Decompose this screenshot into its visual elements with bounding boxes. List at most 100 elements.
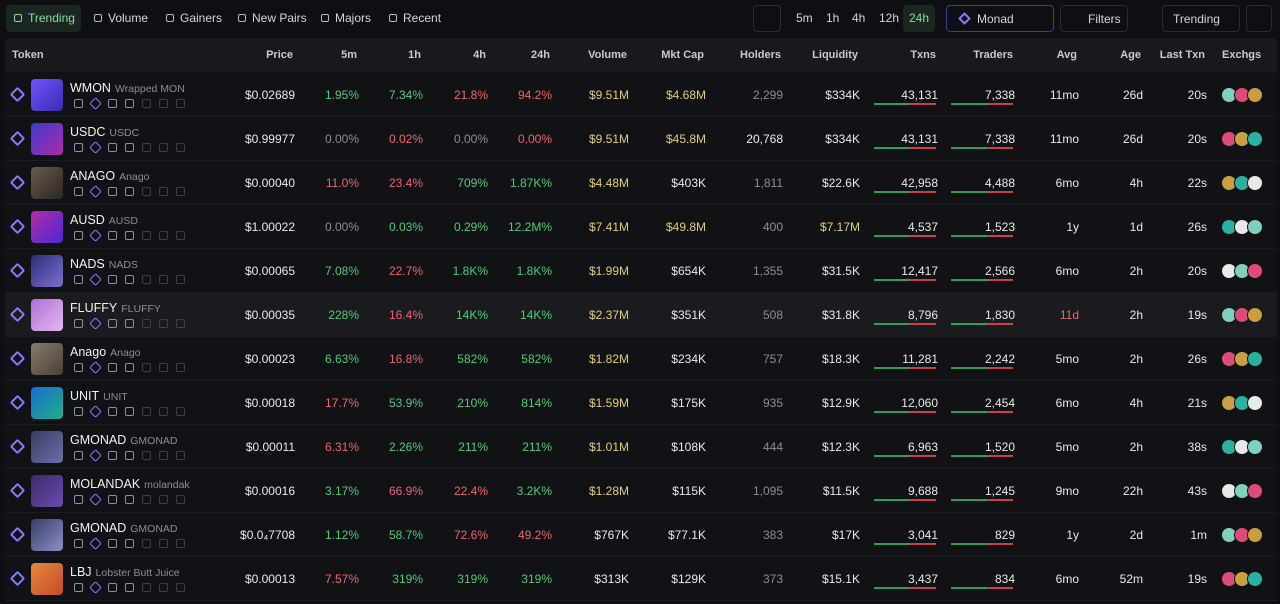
token-link[interactable] <box>108 99 117 108</box>
token-link[interactable] <box>125 275 134 284</box>
timeframe[interactable]: 5m <box>796 11 813 25</box>
token-link[interactable] <box>176 99 185 108</box>
table-row[interactable]: LBJ Lobster Butt Juice $0.00013 7.57% 319% 31… <box>5 557 1277 601</box>
tab[interactable]: New Pairs <box>252 11 307 25</box>
token-link[interactable] <box>108 583 117 592</box>
token-link[interactable] <box>125 495 134 504</box>
token-link[interactable] <box>89 97 102 110</box>
token-link[interactable] <box>176 539 185 548</box>
token-link[interactable] <box>74 319 83 328</box>
token-link[interactable] <box>142 451 151 460</box>
token-link[interactable] <box>74 99 83 108</box>
refresh-button[interactable] <box>753 5 781 32</box>
token-link[interactable] <box>142 99 151 108</box>
token-link[interactable] <box>176 407 185 416</box>
token-link[interactable] <box>108 451 117 460</box>
table-row[interactable]: USDC USDC $0.99977 0.00% 0.02% 0.00% 0.00% $9.5… <box>5 117 1277 161</box>
token-link[interactable] <box>142 143 151 152</box>
token-link[interactable] <box>176 187 185 196</box>
token-link[interactable] <box>108 143 117 152</box>
token-link[interactable] <box>159 143 168 152</box>
token-link[interactable] <box>89 185 102 198</box>
token-link[interactable] <box>159 99 168 108</box>
token-link[interactable] <box>125 99 134 108</box>
token-link[interactable] <box>89 449 102 462</box>
table-row[interactable]: UNIT UNIT $0.00018 17.7% 53.9% 210% 814% $1.59M… <box>5 381 1277 425</box>
table-row[interactable]: AUSD AUSD $1.00022 0.00% 0.03% 0.29% 12.2M% $7.… <box>5 205 1277 249</box>
token-link[interactable] <box>125 539 134 548</box>
token-link[interactable] <box>108 231 117 240</box>
token-link[interactable] <box>125 143 134 152</box>
token-link[interactable] <box>159 187 168 196</box>
token-link[interactable] <box>74 275 83 284</box>
token-link[interactable] <box>159 451 168 460</box>
token-link[interactable] <box>142 363 151 372</box>
timeframe[interactable]: 1h <box>826 11 840 25</box>
token-link[interactable] <box>159 319 168 328</box>
table-row[interactable]: WMON Wrapped MON $0.02689 1.95% 7.34% 21.8% 94… <box>5 73 1277 117</box>
token-link[interactable] <box>176 495 185 504</box>
token-link[interactable] <box>74 583 83 592</box>
table-row[interactable]: Anago Anago $0.00023 6.63% 16.8% 582% 582% $1.8… <box>5 337 1277 381</box>
token-link[interactable] <box>159 231 168 240</box>
tab[interactable]: Volume <box>108 11 149 25</box>
token-link[interactable] <box>74 363 83 372</box>
token-link[interactable] <box>176 363 185 372</box>
token-link[interactable] <box>108 363 117 372</box>
token-link[interactable] <box>74 231 83 240</box>
token-link[interactable] <box>108 275 117 284</box>
tab[interactable]: Recent <box>403 11 442 25</box>
token-link[interactable] <box>176 275 185 284</box>
token-link[interactable] <box>108 407 117 416</box>
token-link[interactable] <box>108 495 117 504</box>
token-link[interactable] <box>142 539 151 548</box>
token-link[interactable] <box>142 187 151 196</box>
token-link[interactable] <box>142 583 151 592</box>
timeframe[interactable]: 12h <box>879 11 900 25</box>
token-link[interactable] <box>89 273 102 286</box>
token-link[interactable] <box>74 451 83 460</box>
token-link[interactable] <box>159 583 168 592</box>
token-link[interactable] <box>125 319 134 328</box>
sort-select[interactable]: Trending <box>1162 5 1240 32</box>
token-link[interactable] <box>176 231 185 240</box>
table-row[interactable]: GMONAD GMONAD $0.00011 6.31% 2.26% 211% 211% $1… <box>5 425 1277 469</box>
table-row[interactable]: ANAGO Anago $0.00040 11.0% 23.4% 709% 1.87K% $4… <box>5 161 1277 205</box>
token-link[interactable] <box>108 539 117 548</box>
token-link[interactable] <box>89 493 102 506</box>
edit-button[interactable] <box>452 5 476 32</box>
token-link[interactable] <box>125 451 134 460</box>
tab[interactable]: Trending <box>6 5 81 32</box>
token-link[interactable] <box>142 275 151 284</box>
chain-select[interactable]: Monad <box>946 5 1054 32</box>
token-link[interactable] <box>176 319 185 328</box>
token-link[interactable] <box>159 539 168 548</box>
token-link[interactable] <box>74 495 83 504</box>
table-row[interactable]: FLUFFY FLUFFY $0.00035 228% 16.4% 14K% 14K% $2.… <box>5 293 1277 337</box>
token-link[interactable] <box>176 583 185 592</box>
token-link[interactable] <box>125 363 134 372</box>
token-link[interactable] <box>176 451 185 460</box>
token-link[interactable] <box>108 187 117 196</box>
token-link[interactable] <box>89 405 102 418</box>
token-link[interactable] <box>108 319 117 328</box>
timeframe[interactable]: 24h <box>903 5 936 32</box>
token-link[interactable] <box>142 495 151 504</box>
sort-icon[interactable] <box>1136 5 1156 32</box>
token-link[interactable] <box>159 363 168 372</box>
token-link[interactable] <box>142 231 151 240</box>
token-link[interactable] <box>125 231 134 240</box>
token-link[interactable] <box>125 187 134 196</box>
table-row[interactable]: MOLANDAK molandak $0.00016 3.17% 66.9% 22.4% 3… <box>5 469 1277 513</box>
settings-button[interactable] <box>1246 5 1272 32</box>
table-row[interactable]: NADS NADS $0.00065 7.08% 22.7% 1.8K% 1.8K% $1.9… <box>5 249 1277 293</box>
token-link[interactable] <box>125 407 134 416</box>
token-link[interactable] <box>89 317 102 330</box>
tab[interactable]: Majors <box>335 11 372 25</box>
token-link[interactable] <box>176 143 185 152</box>
token-link[interactable] <box>74 407 83 416</box>
token-link[interactable] <box>74 539 83 548</box>
token-link[interactable] <box>142 407 151 416</box>
token-link[interactable] <box>142 319 151 328</box>
token-link[interactable] <box>74 187 83 196</box>
